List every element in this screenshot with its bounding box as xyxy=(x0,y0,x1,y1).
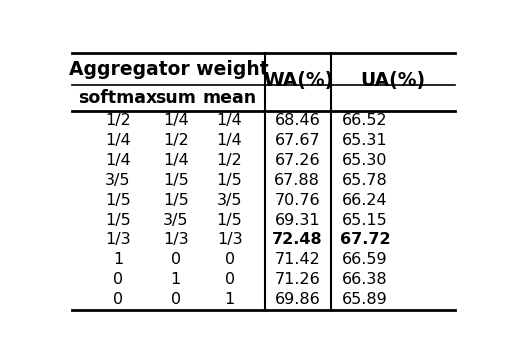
Text: 65.15: 65.15 xyxy=(342,212,388,228)
Text: 68.46: 68.46 xyxy=(274,113,320,128)
Text: 67.72: 67.72 xyxy=(340,233,390,247)
Text: 70.76: 70.76 xyxy=(274,193,320,208)
Text: 1/2: 1/2 xyxy=(163,133,189,148)
Text: 66.38: 66.38 xyxy=(342,272,388,287)
Text: 3/5: 3/5 xyxy=(217,193,242,208)
Text: 0: 0 xyxy=(171,252,181,267)
Text: 0: 0 xyxy=(171,292,181,307)
Text: 65.78: 65.78 xyxy=(342,173,388,188)
Text: 69.31: 69.31 xyxy=(274,212,320,228)
Text: 1/4: 1/4 xyxy=(105,133,131,148)
Text: 1/5: 1/5 xyxy=(163,193,189,208)
Text: softmax: softmax xyxy=(79,89,158,107)
Text: 1/5: 1/5 xyxy=(217,173,243,188)
Text: 1: 1 xyxy=(225,292,235,307)
Text: 65.31: 65.31 xyxy=(342,133,388,148)
Text: 1/4: 1/4 xyxy=(217,113,243,128)
Text: 65.30: 65.30 xyxy=(342,153,388,168)
Text: 1/5: 1/5 xyxy=(105,212,131,228)
Text: 1/3: 1/3 xyxy=(163,233,189,247)
Text: 1/3: 1/3 xyxy=(217,233,243,247)
Text: 65.89: 65.89 xyxy=(342,292,388,307)
Text: 0: 0 xyxy=(225,272,234,287)
Text: 1/4: 1/4 xyxy=(105,153,131,168)
Text: 67.26: 67.26 xyxy=(274,153,320,168)
Text: 66.59: 66.59 xyxy=(342,252,388,267)
Text: sum: sum xyxy=(155,89,196,107)
Text: 1/5: 1/5 xyxy=(105,193,131,208)
Text: 69.86: 69.86 xyxy=(274,292,320,307)
Text: 3/5: 3/5 xyxy=(163,212,189,228)
Text: 3/5: 3/5 xyxy=(105,173,131,188)
Text: 66.52: 66.52 xyxy=(342,113,388,128)
Text: 71.42: 71.42 xyxy=(274,252,320,267)
Text: 0: 0 xyxy=(225,252,234,267)
Text: 67.88: 67.88 xyxy=(274,173,320,188)
Text: 66.24: 66.24 xyxy=(342,193,388,208)
Text: 1: 1 xyxy=(113,252,123,267)
Text: 72.48: 72.48 xyxy=(272,233,323,247)
Text: UA(%): UA(%) xyxy=(360,71,426,90)
Text: 1/4: 1/4 xyxy=(163,153,189,168)
Text: 0: 0 xyxy=(113,272,123,287)
Text: 1/3: 1/3 xyxy=(105,233,131,247)
Text: Aggregator weight: Aggregator weight xyxy=(69,59,269,79)
Text: 1/4: 1/4 xyxy=(163,113,189,128)
Text: 0: 0 xyxy=(113,292,123,307)
Text: 1/2: 1/2 xyxy=(105,113,131,128)
Text: WA(%): WA(%) xyxy=(263,71,334,90)
Text: 67.67: 67.67 xyxy=(274,133,320,148)
Text: 1/5: 1/5 xyxy=(163,173,189,188)
Text: 1: 1 xyxy=(171,272,181,287)
Text: 1/5: 1/5 xyxy=(217,212,243,228)
Text: 1/2: 1/2 xyxy=(217,153,243,168)
Text: 71.26: 71.26 xyxy=(274,272,320,287)
Text: 1/4: 1/4 xyxy=(217,133,243,148)
Text: mean: mean xyxy=(203,89,256,107)
